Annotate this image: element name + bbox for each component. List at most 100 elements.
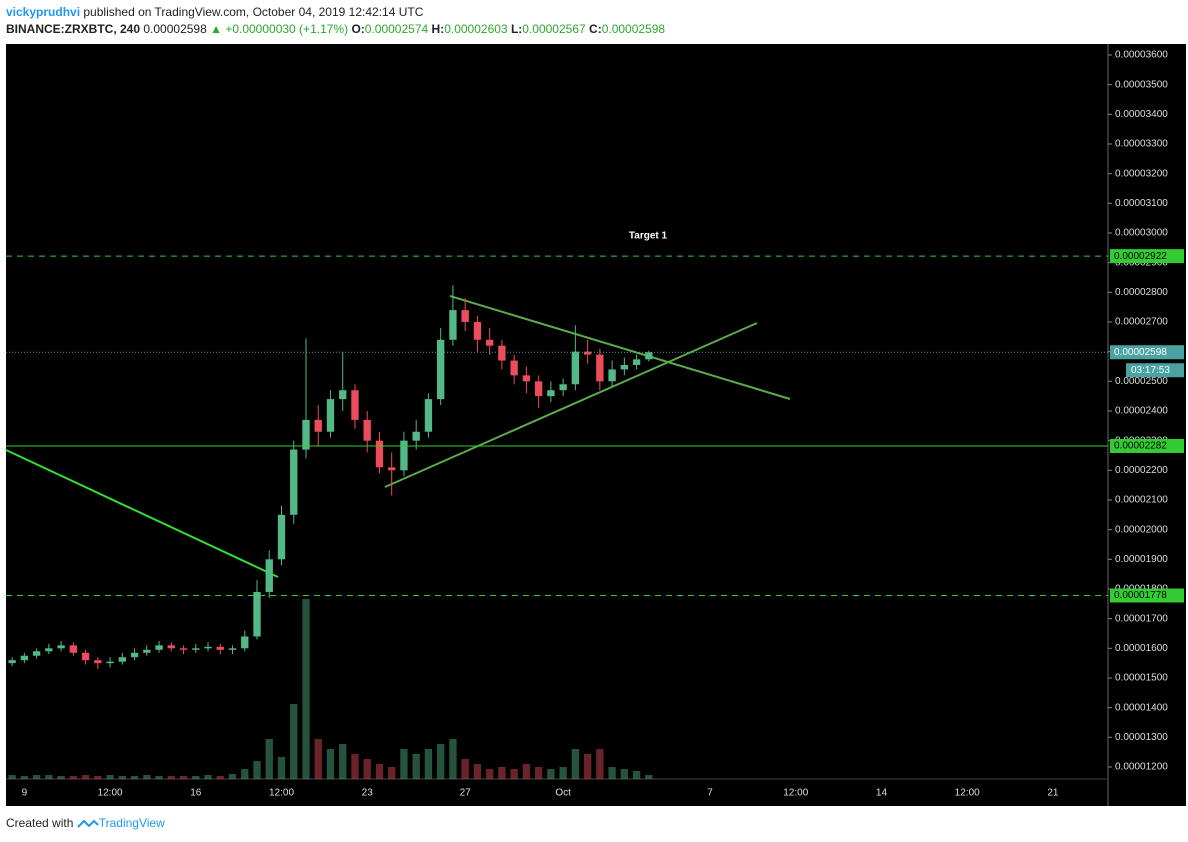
candle-body xyxy=(608,369,616,382)
candle-body xyxy=(461,310,469,322)
candle-body xyxy=(388,467,396,471)
value: 0.00002574 xyxy=(364,22,429,36)
volume-bar xyxy=(326,749,335,779)
level-label: 0.00001778 xyxy=(1114,590,1167,601)
candle-body xyxy=(412,431,420,441)
level-label-box xyxy=(1110,249,1184,264)
candle-body xyxy=(620,364,629,370)
y-tick-label: 0.00002700 xyxy=(1115,317,1168,328)
candle-body xyxy=(547,390,555,397)
footer-text: Created with xyxy=(6,816,74,830)
candle-body xyxy=(192,648,200,650)
volume-bar xyxy=(461,759,469,779)
candle-body xyxy=(179,648,188,650)
volume-bar xyxy=(620,769,629,779)
candle-body xyxy=(130,652,139,658)
x-tick-label: 9 xyxy=(22,788,28,799)
y-tick-label: 0.00002100 xyxy=(1115,495,1168,506)
volume-bar xyxy=(449,739,457,779)
y-tick-label: 0.00002400 xyxy=(1115,406,1168,417)
x-tick-label: 21 xyxy=(1047,788,1059,799)
volume-bar xyxy=(437,744,445,779)
volume-bar xyxy=(363,759,371,779)
volume-bar xyxy=(559,767,567,779)
volume-bar xyxy=(388,767,396,779)
value: 0.00002598 xyxy=(601,22,666,36)
volume-bar xyxy=(20,776,29,779)
level-label-box xyxy=(1110,438,1184,453)
y-tick-label: 0.00002500 xyxy=(1115,376,1168,387)
volume-bar xyxy=(192,776,200,779)
volume-bar xyxy=(265,739,273,779)
candle-body xyxy=(559,384,567,391)
y-tick-label: 0.00003200 xyxy=(1115,168,1168,179)
level-label-box xyxy=(1110,588,1184,603)
x-tick-label: 12:00 xyxy=(98,788,123,799)
candle-body xyxy=(204,646,212,649)
candle-body xyxy=(81,652,90,661)
candle-body xyxy=(253,591,261,637)
candle-body xyxy=(314,419,322,432)
candle-body xyxy=(167,645,175,649)
y-tick-label: 0.00003100 xyxy=(1115,198,1168,209)
candle-body xyxy=(510,360,518,376)
candle-body xyxy=(155,645,163,650)
volume-bar xyxy=(204,775,212,779)
volume-bar xyxy=(498,767,506,779)
y-tick-label: 0.00002800 xyxy=(1115,287,1168,298)
brand[interactable]: TradingView xyxy=(98,816,165,830)
volume-bar xyxy=(571,749,580,779)
x-tick-label: 12:00 xyxy=(269,788,294,799)
level-label: 0.00002282 xyxy=(1114,441,1167,452)
candle-body xyxy=(69,645,78,653)
candle-body xyxy=(473,321,482,340)
volume-bar xyxy=(81,775,90,779)
volume-bar xyxy=(290,704,298,779)
volume-bar xyxy=(57,776,65,779)
last-price-label: 0.00002598 xyxy=(1114,347,1167,358)
y-tick-label: 0.00001300 xyxy=(1115,732,1168,743)
volume-bar xyxy=(106,775,114,779)
candle-body xyxy=(8,660,16,664)
volume-bar xyxy=(412,754,420,779)
volume-bar xyxy=(583,754,592,779)
volume-bar xyxy=(216,776,224,779)
volume-bar xyxy=(522,764,531,779)
x-tick-label: 16 xyxy=(190,788,202,799)
candle-body xyxy=(424,399,433,432)
trend-line xyxy=(449,295,791,400)
y-tick-label: 0.00001200 xyxy=(1115,762,1168,773)
candle-body xyxy=(228,648,237,650)
volume-bar xyxy=(8,775,16,779)
label: L: xyxy=(510,22,523,36)
value: 0.00002603 xyxy=(444,22,508,36)
candle-body xyxy=(534,381,543,397)
symbol: BINANCE:ZRXBTC, 240 xyxy=(6,22,141,36)
volume-bar xyxy=(473,764,482,779)
header: vickyprudhvi published on TradingView.co… xyxy=(6,4,665,38)
x-tick-label: 14 xyxy=(876,788,888,799)
level-label: 0.00002922 xyxy=(1114,251,1167,262)
y-tick-label: 0.00001900 xyxy=(1115,554,1168,565)
candle-body xyxy=(400,440,408,471)
volume-bar xyxy=(632,771,641,779)
candle-body xyxy=(571,351,580,385)
y-tick-label: 0.00003600 xyxy=(1115,50,1168,61)
candle-body xyxy=(94,660,102,664)
candle-body xyxy=(632,359,641,365)
candle-body xyxy=(449,310,457,340)
volume-bar xyxy=(645,775,653,779)
volume-bar xyxy=(241,769,249,779)
author[interactable]: vickyprudhvi xyxy=(6,5,81,19)
candle-body xyxy=(351,390,359,420)
label: C: xyxy=(589,22,602,36)
volume-bar xyxy=(424,749,433,779)
volume-bar xyxy=(608,767,616,779)
label: H: xyxy=(431,22,445,36)
volume-bar xyxy=(351,754,359,779)
footer: Created with TradingView xyxy=(6,816,165,830)
candle-body xyxy=(522,375,531,382)
chart: Target 1 0.00003600 0.00003500 0.00003400 0… xyxy=(5,44,1186,806)
countdown: 03:17:53 xyxy=(1131,365,1170,376)
